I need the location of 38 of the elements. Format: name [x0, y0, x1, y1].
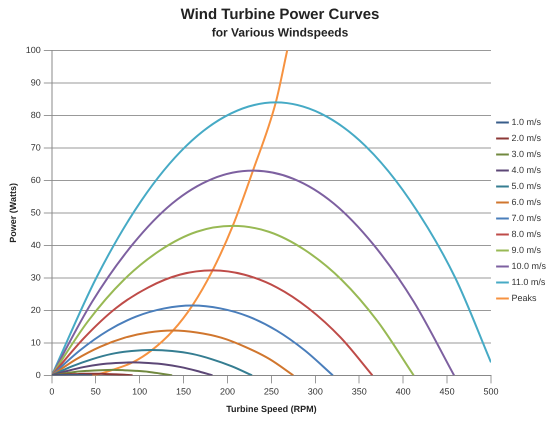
y-tick-label: 50	[30, 207, 41, 218]
x-tick-label: 50	[90, 386, 101, 396]
legend-label: 5.0 m/s	[511, 180, 542, 191]
legend-label: Peaks	[511, 292, 537, 303]
legend-label: 6.0 m/s	[511, 196, 542, 207]
legend-label: 8.0 m/s	[511, 228, 542, 239]
y-tick-label: 0	[36, 370, 41, 380]
y-tick-label: 100	[26, 44, 41, 55]
legend-label: 11.0 m/s	[511, 276, 546, 287]
y-tick-label: 80	[30, 110, 41, 120]
legend-label: 1.0 m/s	[511, 116, 542, 127]
legend-label: 7.0 m/s	[511, 212, 542, 223]
legend-label: 3.0 m/s	[511, 148, 542, 159]
x-tick-label: 500	[483, 386, 498, 396]
legend-label: 9.0 m/s	[511, 244, 542, 255]
x-tick-label: 400	[396, 386, 411, 396]
y-tick-label: 90	[30, 77, 41, 88]
x-tick-label: 450	[440, 386, 455, 396]
y-tick-label: 20	[30, 304, 41, 315]
chart-subtitle: for Various Windspeeds	[212, 26, 349, 40]
x-tick-label: 300	[308, 386, 323, 396]
legend-label: 10.0 m/s	[511, 260, 546, 271]
y-tick-label: 60	[30, 174, 41, 185]
y-tick-label: 10	[30, 337, 41, 348]
legend-label: 4.0 m/s	[511, 164, 542, 175]
x-tick-label: 0	[49, 386, 54, 396]
legend-label: 2.0 m/s	[511, 132, 542, 143]
x-tick-label: 250	[264, 386, 279, 396]
x-tick-label: 200	[220, 386, 235, 396]
x-axis-title: Turbine Speed (RPM)	[226, 404, 317, 414]
x-tick-label: 100	[132, 386, 148, 396]
y-axis-title: Power (Watts)	[8, 183, 18, 243]
y-tick-label: 70	[30, 142, 41, 152]
chart-title: Wind Turbine Power Curves	[180, 6, 380, 24]
y-tick-label: 30	[30, 272, 41, 282]
x-tick-label: 150	[176, 386, 192, 396]
x-tick-label: 350	[352, 386, 367, 396]
y-tick-label: 40	[30, 240, 41, 250]
